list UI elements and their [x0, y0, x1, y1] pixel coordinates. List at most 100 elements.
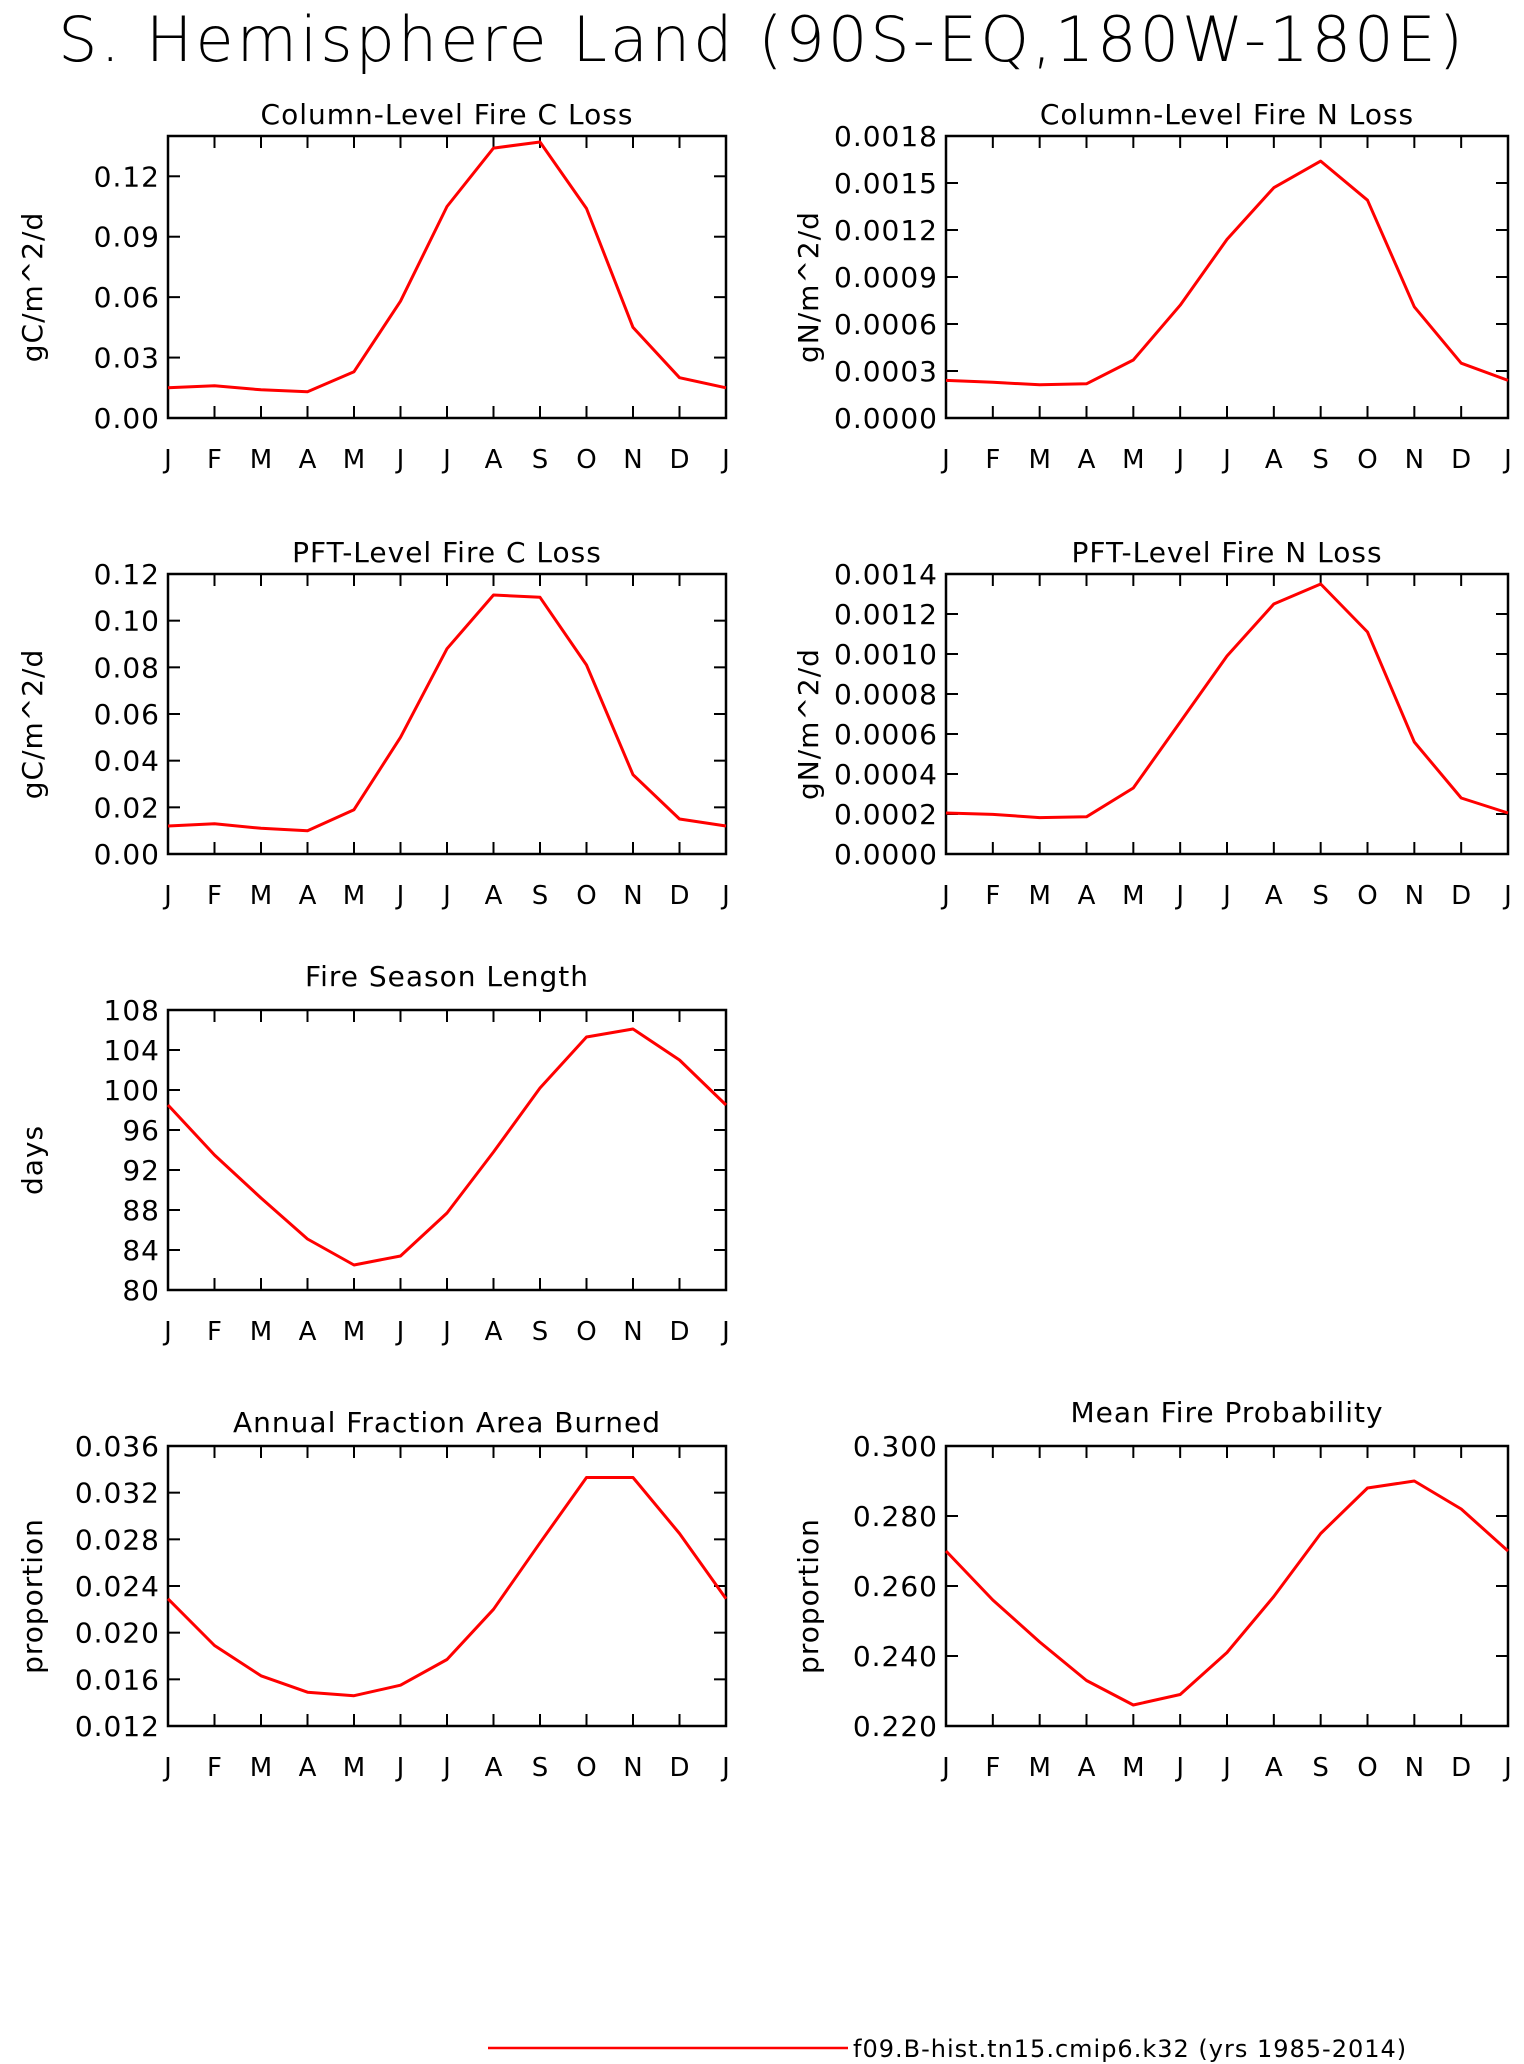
x-tick-label: A — [1078, 881, 1096, 911]
y-tick-label: 0.0006 — [834, 308, 938, 341]
series-line — [167, 140, 727, 394]
x-tick-label: J — [1502, 1753, 1512, 1783]
x-tick-label: O — [576, 881, 596, 911]
x-tick-label: J — [1174, 881, 1184, 911]
y-tick-label: 0.032 — [75, 1477, 160, 1510]
series-line — [945, 582, 1509, 820]
x-tick-label: M — [1122, 881, 1144, 911]
x-tick-label: J — [720, 1317, 730, 1347]
y-axis-label: days — [16, 1125, 49, 1195]
x-tick-label: J — [940, 881, 950, 911]
x-tick-label: S — [1312, 1753, 1329, 1783]
chart-panel-column-level-fire-n-loss: J F M A M J J A S O N D J0.00000.00030.00060.00090.0… — [792, 98, 1512, 475]
x-tick-label: J — [441, 445, 451, 475]
y-axis-label: proportion — [792, 1518, 825, 1674]
y-tick-label: 0.260 — [853, 1570, 938, 1603]
x-tick-label: D — [669, 1317, 689, 1347]
x-tick-label: J — [1174, 445, 1184, 475]
x-tick-label: J — [940, 445, 950, 475]
y-tick-label: 0.0004 — [834, 758, 938, 791]
x-tick-label: A — [299, 1317, 317, 1347]
x-tick-label: J — [162, 445, 172, 475]
x-tick-label: S — [1312, 881, 1329, 911]
x-tick-label: J — [162, 1753, 172, 1783]
y-tick-label: 0.0012 — [834, 214, 938, 247]
x-tick-label: M — [1028, 445, 1050, 475]
y-tick-label: 0.0003 — [834, 355, 938, 388]
x-tick-label: J — [720, 445, 730, 475]
chart-panel-mean-fire-probability: J F M A M J J A S O N D J0.2200.2400.2600.2800.300Me… — [792, 1396, 1512, 1783]
x-tick-label: M — [343, 445, 365, 475]
x-tick-label: J — [1502, 881, 1512, 911]
y-tick-label: 0.280 — [853, 1500, 938, 1533]
x-tick-label: M — [250, 445, 272, 475]
x-tick-label: N — [1405, 881, 1424, 911]
x-tick-label: M — [250, 881, 272, 911]
y-tick-label: 0.0015 — [834, 167, 938, 200]
x-tick-label: A — [1265, 1753, 1283, 1783]
x-tick-label: A — [485, 445, 503, 475]
x-tick-label: M — [1028, 881, 1050, 911]
x-tick-label: J — [162, 881, 172, 911]
chart-panel-pft-level-fire-c-loss: J F M A M J J A S O N D J0.000.020.040.060.080.100.1… — [16, 536, 730, 911]
x-tick-label: J — [720, 881, 730, 911]
series-line — [944, 1479, 1510, 1707]
x-tick-label: J — [395, 881, 405, 911]
x-tick-label: J — [441, 1317, 451, 1347]
x-tick-label: F — [985, 881, 1000, 911]
x-tick-label: J — [1502, 445, 1512, 475]
x-tick-label: S — [1312, 445, 1329, 475]
x-tick-label: N — [623, 881, 642, 911]
y-tick-label: 108 — [104, 994, 160, 1027]
x-tick-label: D — [669, 445, 689, 475]
x-tick-label: D — [669, 1753, 689, 1783]
y-tick-label: 0.0006 — [834, 718, 938, 751]
y-tick-label: 84 — [122, 1234, 160, 1267]
y-tick-label: 0.0014 — [834, 558, 938, 591]
x-tick-label: F — [207, 881, 222, 911]
x-tick-label: J — [395, 1317, 405, 1347]
chart-title-pft-level-fire-n-loss: PFT-Level Fire N Loss — [1071, 536, 1382, 569]
x-tick-label: S — [532, 1317, 549, 1347]
y-tick-label: 0.016 — [75, 1663, 160, 1696]
y-tick-label: 100 — [104, 1074, 160, 1107]
x-tick-label: D — [1451, 881, 1471, 911]
x-tick-label: O — [1357, 445, 1377, 475]
x-tick-label: J — [395, 1753, 405, 1783]
y-tick-label: 0.0002 — [834, 798, 938, 831]
series-line — [167, 593, 727, 833]
x-tick-label: A — [1078, 445, 1096, 475]
y-axis-label: gC/m^2/d — [16, 649, 49, 800]
x-tick-label: F — [985, 1753, 1000, 1783]
y-tick-label: 0.0000 — [834, 838, 938, 871]
y-tick-label: 0.020 — [75, 1617, 160, 1650]
y-tick-label: 0.300 — [853, 1430, 938, 1463]
y-tick-label: 92 — [122, 1154, 160, 1187]
y-tick-label: 0.036 — [75, 1430, 160, 1463]
y-tick-label: 0.0000 — [834, 402, 938, 435]
x-tick-label: A — [299, 881, 317, 911]
chart-panel-pft-level-fire-n-loss: J F M A M J J A S O N D J0.00000.00020.00040.00060.0… — [792, 536, 1512, 911]
plot-frame — [944, 134, 1510, 420]
y-axis-label: gC/m^2/d — [16, 212, 49, 363]
chart-panel-annual-fraction-area-burned: J F M A M J J A S O N D J0.0120.0160.0200.0240.0280.… — [16, 1406, 730, 1783]
series-line — [166, 1476, 728, 1698]
x-tick-label: N — [1405, 1753, 1424, 1783]
x-tick-label: J — [1221, 445, 1231, 475]
y-tick-label: 0.240 — [853, 1640, 938, 1673]
plot-frame — [166, 134, 728, 420]
y-tick-label: 0.12 — [94, 160, 160, 193]
x-tick-label: F — [207, 1317, 222, 1347]
legend-label: f09.B-hist.tn15.cmip6.k32 (yrs 1985-2014… — [853, 2035, 1407, 2063]
chart-title-annual-fraction-area-burned: Annual Fraction Area Burned — [233, 1406, 661, 1439]
y-tick-label: 0.00 — [94, 838, 160, 871]
plot-frame — [166, 1008, 728, 1292]
y-tick-label: 88 — [122, 1194, 160, 1227]
chart-title-column-level-fire-n-loss: Column-Level Fire N Loss — [1040, 98, 1414, 131]
y-tick-label: 0.012 — [75, 1710, 160, 1743]
x-tick-label: J — [1174, 1753, 1184, 1783]
x-tick-label: O — [576, 445, 596, 475]
y-tick-label: 0.04 — [94, 745, 160, 778]
